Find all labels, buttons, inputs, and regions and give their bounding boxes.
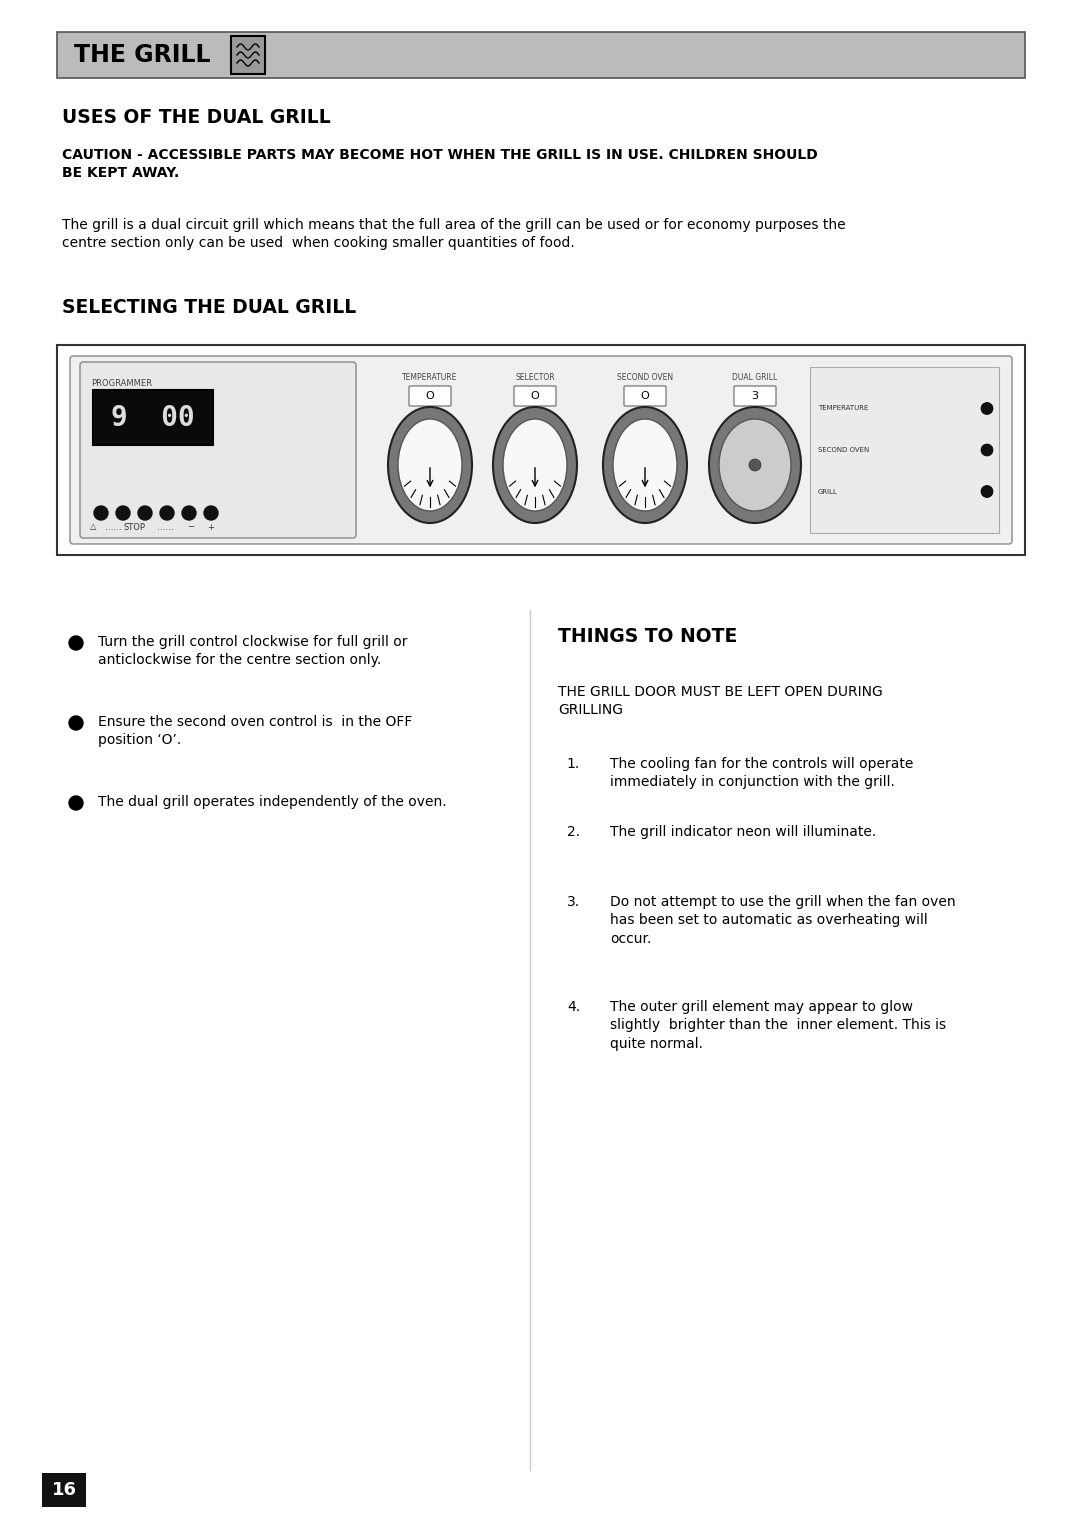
FancyBboxPatch shape [514,387,556,406]
Ellipse shape [399,419,462,510]
Text: SELECTOR: SELECTOR [515,373,555,382]
Text: O: O [640,391,649,400]
Text: O: O [530,391,539,400]
Text: PROGRAMMER: PROGRAMMER [91,379,152,388]
Text: −: − [188,523,194,532]
Ellipse shape [603,406,687,523]
Circle shape [981,445,993,455]
Circle shape [69,717,83,730]
FancyBboxPatch shape [810,367,999,533]
FancyBboxPatch shape [734,387,777,406]
Ellipse shape [492,406,577,523]
Text: TEMPERATURE: TEMPERATURE [403,373,458,382]
Text: △: △ [90,523,96,532]
Text: Do not attempt to use the grill when the fan oven
has been set to automatic as o: Do not attempt to use the grill when the… [610,895,956,946]
Circle shape [981,486,993,498]
Text: 3: 3 [752,391,758,400]
FancyBboxPatch shape [70,356,1012,544]
Circle shape [69,636,83,649]
Text: SELECTING THE DUAL GRILL: SELECTING THE DUAL GRILL [62,298,356,316]
Ellipse shape [719,419,791,510]
Text: SECOND OVEN: SECOND OVEN [617,373,673,382]
Text: CAUTION - ACCESSIBLE PARTS MAY BECOME HOT WHEN THE GRILL IS IN USE. CHILDREN SHO: CAUTION - ACCESSIBLE PARTS MAY BECOME HO… [62,148,818,180]
Ellipse shape [750,458,761,471]
Circle shape [183,506,195,520]
Text: 1.: 1. [567,756,580,772]
Text: TEMPERATURE: TEMPERATURE [818,405,868,411]
Text: The grill is a dual circuit grill which means that the full area of the grill ca: The grill is a dual circuit grill which … [62,219,846,251]
Ellipse shape [388,406,472,523]
Circle shape [138,506,152,520]
FancyBboxPatch shape [57,32,1025,78]
Text: 16: 16 [52,1481,77,1499]
FancyBboxPatch shape [57,345,1025,555]
Circle shape [204,506,218,520]
Text: GRILL: GRILL [818,489,838,495]
Text: 2.: 2. [567,825,580,839]
Text: 3.: 3. [567,895,580,909]
Circle shape [94,506,108,520]
Text: O: O [426,391,434,400]
FancyBboxPatch shape [624,387,666,406]
Text: THINGS TO NOTE: THINGS TO NOTE [558,626,738,646]
Circle shape [160,506,174,520]
Circle shape [116,506,130,520]
Ellipse shape [708,406,801,523]
Text: DUAL GRILL: DUAL GRILL [732,373,778,382]
Text: The outer grill element may appear to glow
slightly  brighter than the  inner el: The outer grill element may appear to gl… [610,999,946,1051]
Text: 4.: 4. [567,999,580,1015]
Text: The grill indicator neon will illuminate.: The grill indicator neon will illuminate… [610,825,876,839]
FancyBboxPatch shape [80,362,356,538]
Ellipse shape [503,419,567,510]
Text: ……: …… [105,523,121,532]
Text: 9  00: 9 00 [111,403,194,431]
Text: The cooling fan for the controls will operate
immediately in conjunction with th: The cooling fan for the controls will op… [610,756,914,790]
Ellipse shape [613,419,677,510]
Text: ……: …… [157,523,174,532]
FancyBboxPatch shape [409,387,451,406]
Circle shape [981,402,993,414]
FancyBboxPatch shape [231,37,265,73]
Text: THE GRILL: THE GRILL [75,43,211,67]
Text: The dual grill operates independently of the oven.: The dual grill operates independently of… [98,795,447,808]
Text: THE GRILL DOOR MUST BE LEFT OPEN DURING
GRILLING: THE GRILL DOOR MUST BE LEFT OPEN DURING … [558,685,882,717]
Text: +: + [207,523,215,532]
Text: Ensure the second oven control is  in the OFF
position ‘O’.: Ensure the second oven control is in the… [98,715,413,747]
Circle shape [69,796,83,810]
Text: SECOND OVEN: SECOND OVEN [818,448,869,452]
FancyBboxPatch shape [42,1473,86,1507]
Text: Turn the grill control clockwise for full grill or
anticlockwise for the centre : Turn the grill control clockwise for ful… [98,636,407,668]
Text: USES OF THE DUAL GRILL: USES OF THE DUAL GRILL [62,108,330,127]
Text: STOP: STOP [124,523,146,532]
FancyBboxPatch shape [93,390,213,445]
